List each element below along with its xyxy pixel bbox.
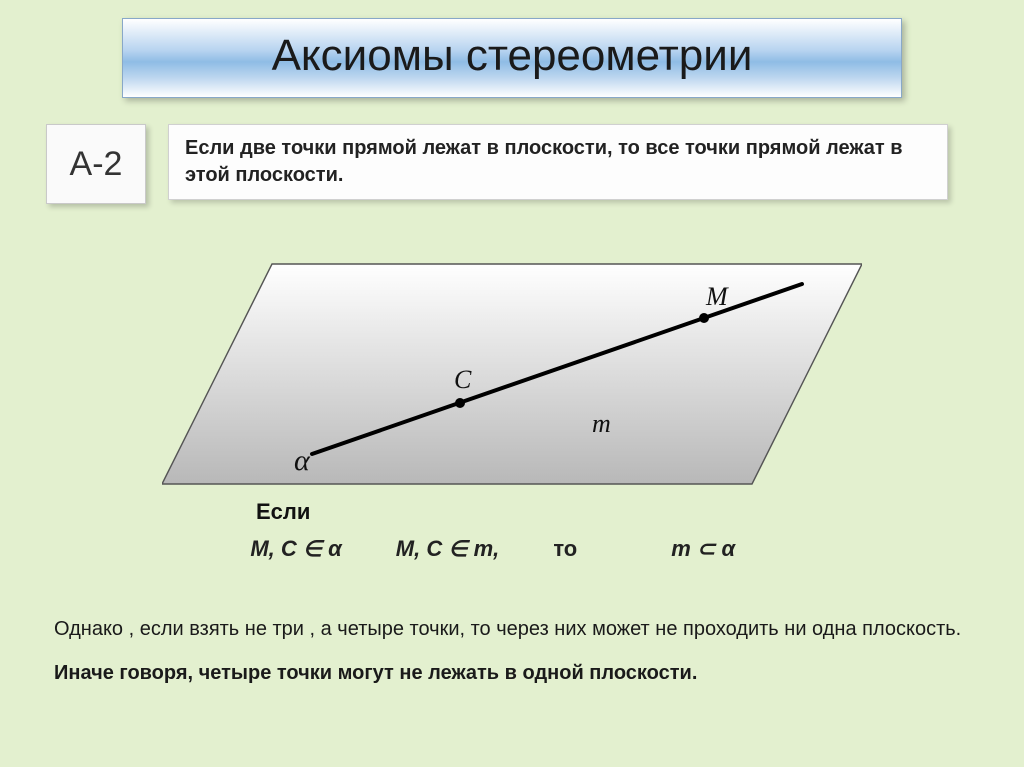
plane-alpha-label: α xyxy=(294,444,310,478)
axiom-badge: А-2 xyxy=(46,124,146,204)
note-p2: Иначе говоря, четыре точки могут не лежа… xyxy=(54,662,697,684)
axiom-badge-label: А-2 xyxy=(70,145,123,184)
slide-title: Аксиомы стереометрии xyxy=(123,31,901,81)
point-m-label: M xyxy=(706,282,728,312)
diagram-svg xyxy=(162,224,862,524)
formula-then: то xyxy=(553,536,577,562)
slide: Аксиомы стереометрии А-2 Если две точки … xyxy=(0,0,1024,767)
formula-seg-1: M, C ∈ α xyxy=(250,536,341,562)
line-m-label: m xyxy=(592,409,611,439)
axiom-row: А-2 Если две точки прямой лежат в плоско… xyxy=(46,124,1000,204)
formula-seg-2: M, C ∈ m, xyxy=(396,536,500,562)
formula-row: Если M, C ∈ α M, C ∈ m, то m ⊂ α xyxy=(142,536,1000,562)
title-bar: Аксиомы стереометрии xyxy=(122,18,902,98)
notes: Однако , если взять не три , а четыре то… xyxy=(54,614,994,688)
point-c-label: C xyxy=(454,365,471,395)
diagram: α m C M Если xyxy=(162,224,862,524)
axiom-text: Если две точки прямой лежат в плоскости,… xyxy=(168,124,948,200)
formula-if-label: Если xyxy=(256,499,310,525)
formula-seg-3: m ⊂ α xyxy=(671,536,735,562)
note-p1: Однако , если взять не три , а четыре то… xyxy=(54,614,994,644)
